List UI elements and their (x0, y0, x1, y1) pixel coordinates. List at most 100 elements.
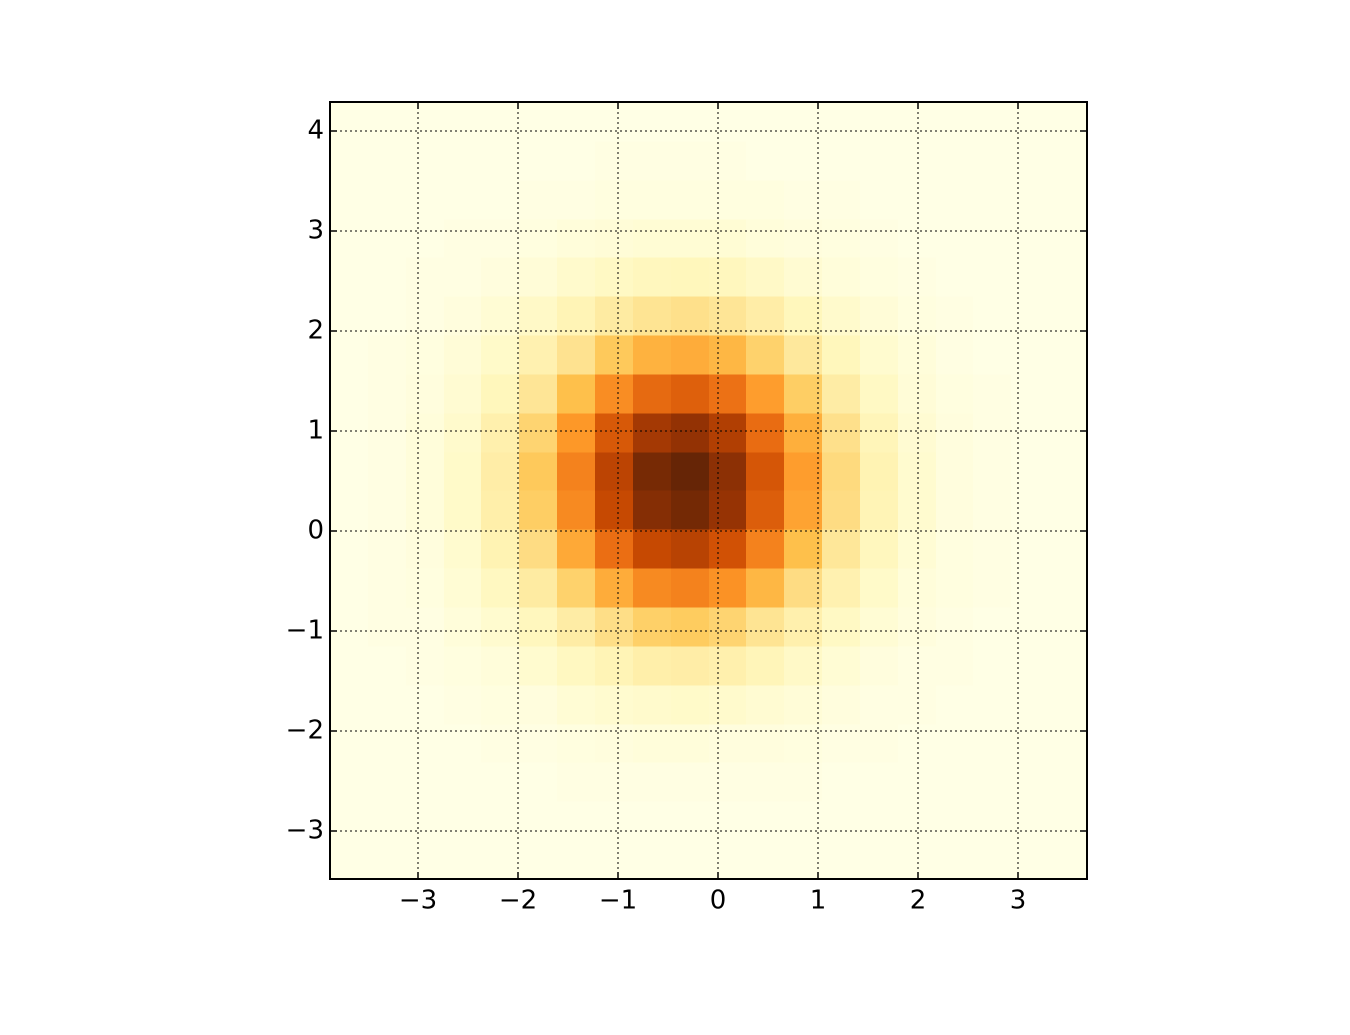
cell (330, 374, 369, 414)
cell (860, 646, 899, 686)
cell (1049, 335, 1088, 375)
cell (973, 801, 1012, 841)
cell (822, 490, 861, 530)
x-tick-label: −2 (499, 886, 537, 916)
cell (860, 490, 899, 530)
cell (746, 529, 785, 569)
cell (330, 762, 369, 802)
cell (330, 724, 369, 763)
cell (746, 296, 785, 336)
cell (406, 568, 445, 608)
cell (368, 490, 407, 530)
cell (1011, 762, 1050, 802)
cell (519, 374, 558, 414)
cell (1049, 840, 1088, 880)
cell (368, 646, 407, 686)
cell (1049, 180, 1088, 220)
cell (784, 607, 823, 647)
cell (406, 102, 445, 142)
cell (671, 529, 710, 569)
cell (822, 219, 861, 258)
cell (1049, 257, 1088, 297)
cell (936, 180, 974, 220)
cell (822, 724, 861, 763)
cell (519, 529, 558, 569)
y-tick-label: 2 (307, 316, 324, 346)
cell (671, 801, 710, 841)
cell (633, 801, 672, 841)
cell (557, 374, 596, 414)
cell (671, 762, 710, 802)
cell (1011, 607, 1050, 647)
cell (519, 801, 558, 841)
cell (784, 257, 823, 297)
cell (406, 685, 445, 725)
cell (898, 335, 937, 375)
cell (444, 646, 482, 686)
cell (444, 568, 482, 608)
cell (519, 335, 558, 375)
cell (633, 685, 672, 725)
cell (633, 646, 672, 686)
cell (330, 801, 369, 841)
cell (784, 529, 823, 569)
cell (822, 413, 861, 453)
cell (709, 762, 747, 802)
cell (784, 452, 823, 491)
cell (822, 180, 861, 220)
cell (784, 296, 823, 336)
cell (595, 257, 634, 297)
cell (671, 646, 710, 686)
cell (481, 257, 520, 297)
cell (822, 335, 861, 375)
cell (860, 374, 899, 414)
cells (330, 102, 1088, 880)
cell (936, 102, 974, 142)
cell (746, 607, 785, 647)
cell (671, 102, 710, 142)
cell (444, 180, 482, 220)
cell (860, 180, 899, 220)
cell (557, 762, 596, 802)
cell (709, 685, 747, 725)
cell (973, 296, 1012, 336)
cell (595, 607, 634, 647)
cell (746, 840, 785, 880)
cell (406, 762, 445, 802)
cell (444, 840, 482, 880)
cell (671, 180, 710, 220)
cell (898, 801, 937, 841)
cell (860, 762, 899, 802)
cell (1011, 490, 1050, 530)
cell (481, 685, 520, 725)
cell (481, 490, 520, 530)
cell (784, 413, 823, 453)
cell (784, 180, 823, 220)
cell (557, 685, 596, 725)
cell (973, 180, 1012, 220)
cell (973, 646, 1012, 686)
cell (784, 685, 823, 725)
cell (784, 762, 823, 802)
cell (898, 490, 937, 530)
cell (368, 801, 407, 841)
cell (444, 724, 482, 763)
cell (557, 801, 596, 841)
cell (595, 724, 634, 763)
cell (898, 413, 937, 453)
cell (368, 219, 407, 258)
cell (898, 607, 937, 647)
cell (784, 102, 823, 142)
cell (633, 452, 672, 491)
cell (557, 607, 596, 647)
cell (330, 180, 369, 220)
cell (784, 840, 823, 880)
cell (406, 180, 445, 220)
cell (368, 762, 407, 802)
cell (936, 646, 974, 686)
cell (936, 568, 974, 608)
cell (481, 335, 520, 375)
cell (709, 724, 747, 763)
cell (709, 801, 747, 841)
cell (1011, 452, 1050, 491)
